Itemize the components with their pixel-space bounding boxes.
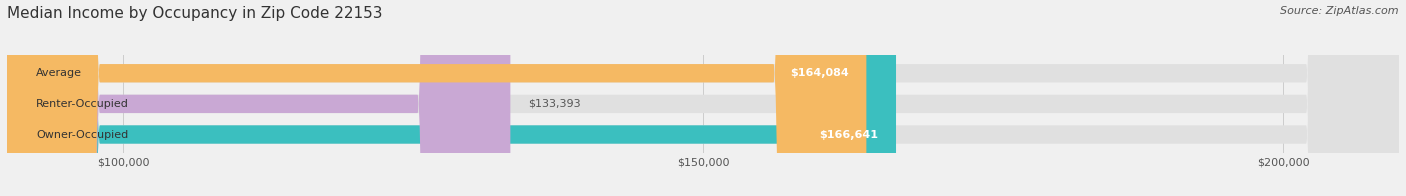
FancyBboxPatch shape xyxy=(7,0,866,196)
FancyBboxPatch shape xyxy=(7,0,1399,196)
Text: $166,641: $166,641 xyxy=(820,130,879,140)
Text: Average: Average xyxy=(37,68,82,78)
Text: $164,084: $164,084 xyxy=(790,68,849,78)
FancyBboxPatch shape xyxy=(7,0,896,196)
Text: Source: ZipAtlas.com: Source: ZipAtlas.com xyxy=(1281,6,1399,16)
FancyBboxPatch shape xyxy=(7,0,1399,196)
Text: Owner-Occupied: Owner-Occupied xyxy=(37,130,128,140)
Text: Median Income by Occupancy in Zip Code 22153: Median Income by Occupancy in Zip Code 2… xyxy=(7,6,382,21)
Text: $133,393: $133,393 xyxy=(527,99,581,109)
FancyBboxPatch shape xyxy=(7,0,1399,196)
FancyBboxPatch shape xyxy=(7,0,510,196)
Text: Renter-Occupied: Renter-Occupied xyxy=(37,99,129,109)
